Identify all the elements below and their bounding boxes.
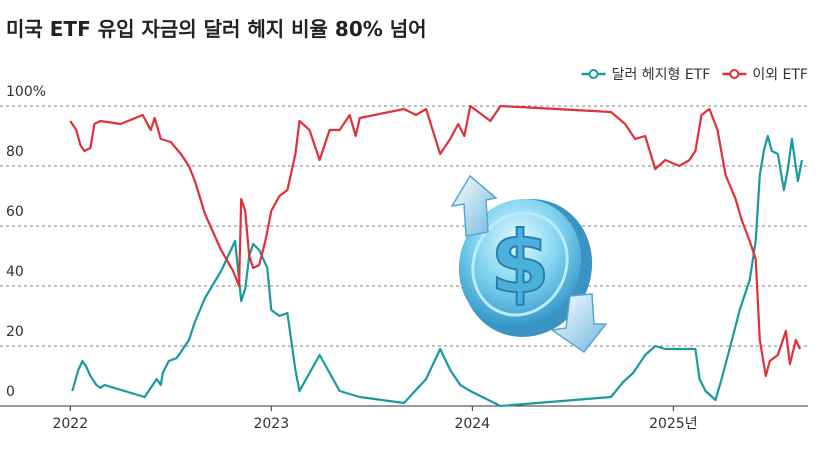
chart-title: 미국 ETF 유입 자금의 달러 헤지 비율 80% 넘어 xyxy=(6,17,427,41)
legend: 이외 ETF 달러 헤지형 ETF xyxy=(581,67,808,83)
legend-label: 달러 헤지형 ETF xyxy=(612,67,711,83)
y-tick-label: 60 xyxy=(6,204,24,220)
legend-marker xyxy=(729,69,740,79)
legend-label: 이외 ETF xyxy=(752,67,808,83)
x-tick-label: 2022 xyxy=(52,416,88,432)
coin-illustration: $ xyxy=(450,174,608,354)
series-line xyxy=(69,104,802,378)
y-tick-label: 80 xyxy=(6,144,24,160)
legend-marker xyxy=(588,69,599,79)
y-tick-label: 20 xyxy=(6,324,24,340)
x-tick-label: 2024 xyxy=(454,416,490,432)
series-line xyxy=(71,134,804,408)
y-tick-label: 100% xyxy=(6,84,46,100)
x-tick-label: 2025년 xyxy=(649,416,698,432)
y-tick-label: 40 xyxy=(6,264,24,280)
dollar-sign: $ xyxy=(490,213,550,313)
y-tick-label: 0 xyxy=(6,384,15,400)
x-tick-label: 2023 xyxy=(253,416,289,432)
